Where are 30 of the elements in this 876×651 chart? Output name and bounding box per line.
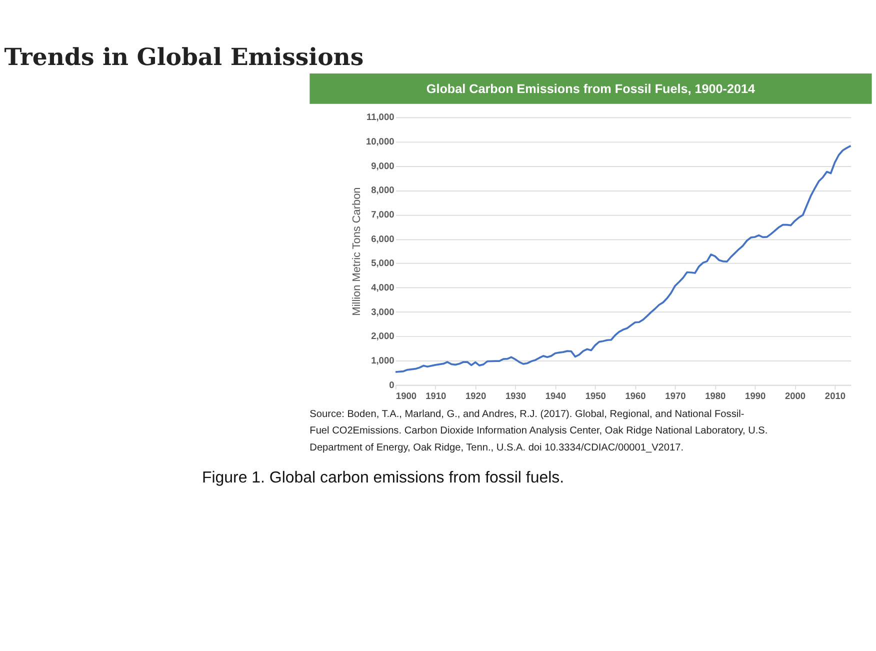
- source-note: Source: Boden, T.A., Marland, G., and Andres, R.J. (2017). Global, Regional, and National Fossil-Fuel CO2Emissions. Carbon Dioxide Information Analysis Center, Oak Ridge National Laboratory, U.S. Department of Energy, Oak Ridge, Tenn., U.S.A. doi 10.3334/CDIAC/00001_V2017.: [310, 408, 768, 454]
- x-tick-label: 1960: [625, 390, 646, 401]
- y-tick-label: 8,000: [371, 185, 394, 196]
- y-tick-label: 1,000: [371, 356, 394, 366]
- y-tick-label: 5,000: [371, 258, 394, 268]
- x-tick-label: 1970: [665, 390, 686, 401]
- y-tick-label: 3,000: [371, 306, 394, 317]
- y-tick-label: 7,000: [371, 210, 394, 220]
- chart-subtitle: Global Carbon Emissions from Fossil Fuels, 1900-2014: [426, 82, 756, 96]
- y-tick-label: 2,000: [371, 331, 394, 342]
- x-tick-label: 1910: [426, 390, 446, 401]
- x-tick-label: 2000: [784, 390, 806, 401]
- x-tick-label: 2010: [824, 390, 846, 401]
- y-tick-label: 6,000: [371, 234, 394, 244]
- caption: Figure 1. Global carbon emissions from fossil fuels.: [202, 470, 564, 487]
- y-tick-label: 11,000: [366, 112, 394, 122]
- x-tick-label: 1950: [585, 390, 606, 401]
- text: Trends in Global Emissions: [4, 43, 364, 72]
- x-tick-label: 1980: [705, 390, 726, 401]
- y-tick-label: 0: [389, 380, 394, 390]
- y-tick-label: 9,000: [371, 160, 394, 171]
- x-tick-label: 1990: [745, 390, 766, 401]
- x-tick-label: 1920: [466, 390, 486, 401]
- y-tick-label: 10,000: [366, 136, 394, 147]
- y-tick-label: 4,000: [371, 282, 394, 293]
- line-series: [394, 144, 852, 373]
- y-axis-title: Million Metric Tons Carbon: [351, 187, 364, 316]
- x-tick-label: 1900: [396, 390, 417, 401]
- x-tick-label: 1940: [545, 390, 566, 401]
- x-tick-label: 1930: [505, 390, 526, 401]
